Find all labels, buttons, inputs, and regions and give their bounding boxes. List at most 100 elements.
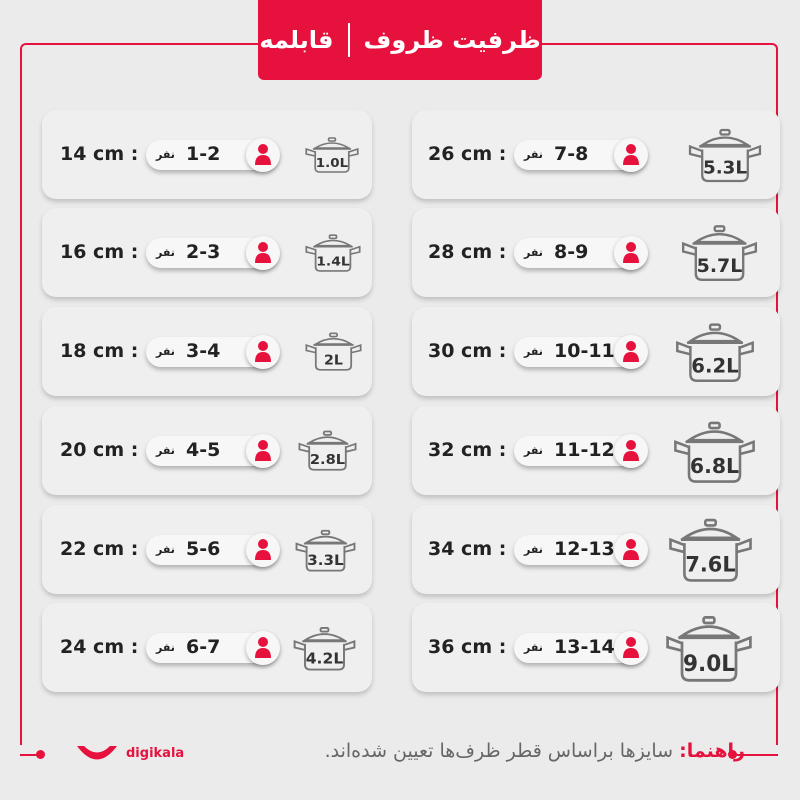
people-count: 1-2 [186,143,221,165]
logo-smile-icon [77,746,117,760]
capacity-card: 34 cm : نفر 12-13 7.6L [412,505,780,594]
diameter-label: 30 cm : [428,340,507,362]
people-count: 12-13 [554,538,615,560]
person-icon [614,434,648,468]
capacity-card: 24 cm : نفر 6-7 4.2L [42,603,372,692]
pot-volume: 4.2L [306,650,344,667]
title-sub: قابلمه [259,26,334,54]
people-count: 6-7 [186,636,221,658]
pot-graphic: 9.0L [664,610,754,688]
capacity-card: 36 cm : نفر 13-14 9.0L [412,603,780,692]
pot-volume: 9.0L [683,652,735,677]
person-icon [246,533,280,567]
pot-icon: 9.0L [666,616,752,682]
people-pill: نفر 6-7 [146,631,280,665]
people-unit: نفر [156,345,175,358]
people-unit: نفر [156,543,175,556]
person-icon [246,236,280,270]
diameter-label: 20 cm : [60,439,139,461]
people-pill: نفر 4-5 [146,434,280,468]
pot-graphic: 2L [304,329,363,376]
people-pill: نفر 2-3 [146,236,280,270]
diameter-label: 18 cm : [60,340,139,362]
footer-dot-left [36,750,45,759]
note-text: سایزها براساس قطر ظرف‌ها تعیین شده‌اند. [324,740,680,762]
person-icon [614,335,648,369]
pot-graphic: 1.4L [304,231,362,277]
title-divider [347,23,350,57]
pot-icon: 3.3L [295,529,356,572]
capacity-card: 32 cm : نفر 11-12 6.8L [412,406,780,495]
pot-graphic: 4.2L [292,623,357,676]
pot-graphic: 6.2L [674,318,756,388]
pot-volume: 2L [324,353,343,368]
capacity-card: 18 cm : نفر 3-4 2L [42,307,372,396]
people-pill: نفر 8-9 [514,236,648,270]
pot-graphic: 3.3L [294,526,357,577]
pot-volume: 2.8L [310,453,345,468]
person-icon [246,434,280,468]
footer-note: راهنما: سایزها براساس قطر ظرف‌ها تعیین ش… [325,740,745,762]
diameter-label: 24 cm : [60,636,139,658]
capacity-card: 16 cm : نفر 2-3 1.4L [42,208,372,297]
capacity-card: 20 cm : نفر 4-5 2.8L [42,406,372,495]
pot-icon: 6.2L [676,323,754,383]
capacity-card: 26 cm : نفر 7-8 5.3L [412,110,780,199]
people-unit: نفر [156,246,175,259]
pot-volume: 1.4L [316,255,350,269]
people-pill: نفر 3-4 [146,335,280,369]
people-count: 13-14 [554,636,615,658]
people-unit: نفر [524,345,543,358]
capacity-card: 30 cm : نفر 10-11 6.2L [412,307,780,396]
title-main: ظرفیت ظروف [363,26,541,54]
diameter-label: 16 cm : [60,241,139,263]
pot-icon: 1.0L [305,137,359,173]
footer-line-left [20,754,40,756]
people-unit: نفر [156,148,175,161]
pot-volume: 6.2L [691,354,739,377]
pot-graphic: 7.6L [667,513,754,588]
people-unit: نفر [524,543,543,556]
pot-graphic: 5.3L [687,124,763,188]
person-icon [614,236,648,270]
person-icon [246,138,280,172]
pot-volume: 7.6L [685,552,735,577]
pot-icon: 7.6L [669,519,752,583]
people-unit: نفر [524,246,543,259]
digikala-logo: digikala [74,743,184,763]
pot-volume: 1.0L [316,157,348,171]
people-unit: نفر [156,641,175,654]
pot-graphic: 5.7L [680,220,759,287]
person-icon [246,335,280,369]
people-pill: نفر 11-12 [514,434,648,468]
people-count: 7-8 [554,143,589,165]
pot-icon: 5.3L [688,128,762,182]
people-pill: نفر 7-8 [514,138,648,172]
page-title: ظرفیت ظروف قابلمه [258,0,542,80]
pot-icon: 2.8L [298,431,357,472]
people-count: 11-12 [554,439,615,461]
people-pill: نفر 1-2 [146,138,280,172]
people-count: 4-5 [186,439,221,461]
footer-line-right [732,754,778,756]
pot-icon: 5.7L [681,225,758,282]
people-pill: نفر 5-6 [146,533,280,567]
pot-graphic: 1.0L [304,134,360,178]
pot-icon: 6.8L [674,421,755,483]
person-icon [614,631,648,665]
diameter-label: 14 cm : [60,143,139,165]
people-count: 2-3 [186,241,221,263]
people-unit: نفر [524,148,543,161]
capacity-card: 14 cm : نفر 1-2 1.0L [42,110,372,199]
diameter-label: 32 cm : [428,439,507,461]
pot-icon: 2L [305,332,362,371]
logo-text: digikala [126,745,185,761]
people-pill: نفر 10-11 [514,335,648,369]
pot-graphic: 2.8L [297,427,358,476]
diameter-label: 36 cm : [428,636,507,658]
people-unit: نفر [524,641,543,654]
diameter-label: 28 cm : [428,241,507,263]
pot-volume: 6.8L [690,454,739,478]
people-unit: نفر [156,444,175,457]
person-icon [614,138,648,172]
